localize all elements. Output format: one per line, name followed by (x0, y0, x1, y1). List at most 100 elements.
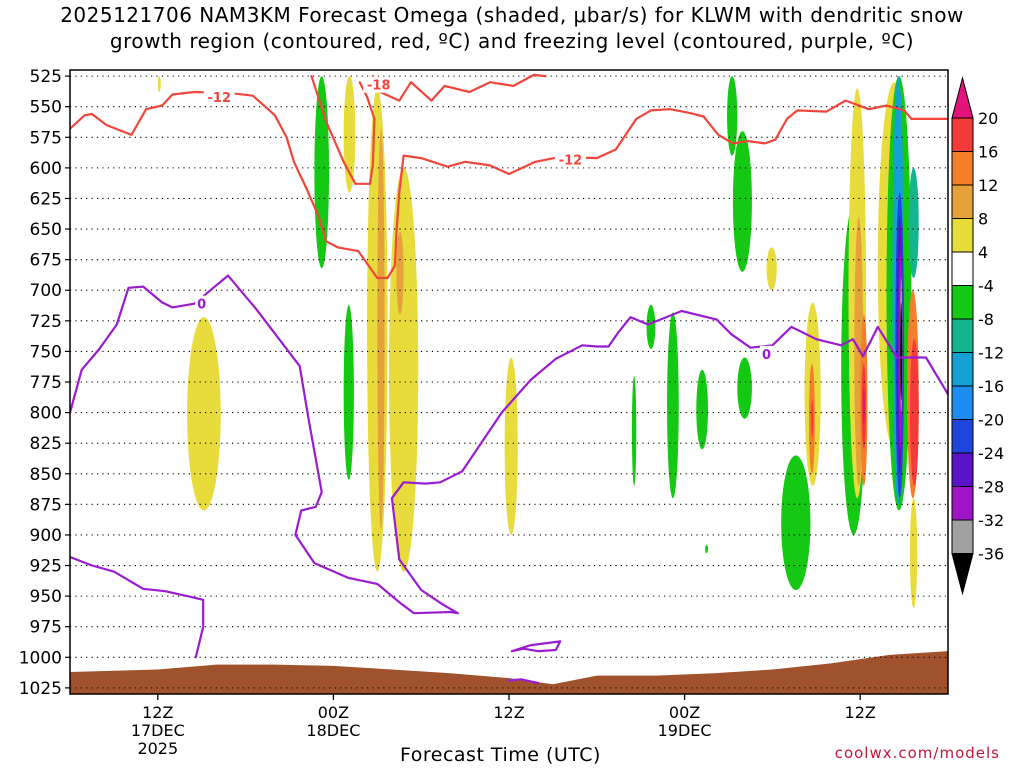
omega-blob-0 (187, 317, 221, 511)
x-tick-label: 19DEC (658, 721, 712, 740)
omega-blob-12 (631, 375, 637, 486)
y-tick-label: 875 (30, 495, 62, 515)
omega-blob-28 (862, 388, 865, 425)
y-tick-label: 825 (30, 434, 62, 454)
chart-title-line-1: 2025121706 NAM3KM Forecast Omega (shaded… (60, 3, 964, 27)
contour-label-bg (554, 151, 586, 168)
colorbar-label: -16 (978, 377, 1004, 396)
omega-blob-39 (908, 167, 919, 278)
omega-blob-13 (696, 369, 709, 450)
colorbar-bin (951, 218, 974, 253)
colorbar-bin (951, 151, 974, 186)
y-tick-label: 725 (30, 312, 62, 332)
y-tick-label: 925 (30, 557, 62, 577)
omega-blob-19 (781, 455, 811, 590)
omega-blob-2 (314, 76, 330, 269)
colorbar-label: -28 (978, 478, 1004, 497)
colorbar-label: 12 (978, 176, 998, 195)
contour-freezing-level-surface-0 (507, 678, 540, 685)
colorbar-label: 16 (978, 143, 998, 162)
omega-blob-7 (396, 231, 404, 315)
omega-blob-1 (157, 76, 161, 93)
omega-blob-14 (705, 544, 709, 554)
colorbar-bin (951, 352, 974, 387)
y-tick-label: 600 (30, 159, 62, 179)
colorbar-bin (951, 117, 974, 152)
omega-blob-10 (667, 312, 679, 499)
colorbar-label: 8 (978, 210, 988, 229)
colorbar-bin (951, 385, 974, 420)
colorbar-bin (951, 452, 974, 487)
colorbar-label: -24 (978, 444, 1004, 463)
x-tick-label: 12Z (845, 703, 876, 722)
omega-blob-36 (900, 302, 903, 401)
x-tick-label: 2025 (137, 739, 178, 758)
omega-blob-22 (811, 400, 814, 438)
colorbar-bin (951, 519, 974, 554)
y-tick-label: 700 (30, 281, 62, 301)
colorbar-label: 20 (978, 109, 998, 128)
colorbar-bottom-arrow (951, 553, 974, 596)
terrain-layer (70, 651, 948, 694)
contour-dendritic-top-minus-18 (371, 73, 547, 102)
colorbar-bin (951, 419, 974, 454)
colorbar-bin (951, 285, 974, 320)
contour-label: 0 (762, 348, 771, 363)
contour-dendritic-hook-minus-12 (310, 74, 376, 185)
pressure-gridlines (70, 75, 948, 689)
omega-blob-3 (343, 76, 356, 193)
y-tick-label: 525 (30, 67, 62, 87)
omega-blob-18 (766, 247, 777, 291)
chart-title-line-2: growth region (contoured, red, ºC) and f… (109, 29, 915, 53)
y-tick-label: 650 (30, 220, 62, 240)
omega-blob-8 (343, 304, 354, 480)
colorbar-bin (951, 251, 974, 286)
y-tick-label: 575 (30, 128, 62, 148)
y-tick-label: 550 (30, 98, 62, 118)
omega-blob-11 (646, 304, 656, 349)
x-tick-label: 18DEC (306, 721, 360, 740)
y-tick-label: 850 (30, 465, 62, 485)
colorbar: 20 16 12 8 4 -4 -8 -12 -16 -20 -24 -28 -32 -36 (951, 76, 1004, 596)
contour-label-bg (760, 345, 774, 362)
source-credit: coolwx.com/models (834, 744, 1000, 762)
omega-blob-17 (737, 357, 752, 419)
colorbar-label: -36 (978, 545, 1004, 564)
colorbar-bin (951, 318, 974, 353)
y-tick-label: 975 (30, 618, 62, 638)
y-tick-label: 625 (30, 189, 62, 209)
x-tick-label: 00Z (318, 703, 349, 722)
y-tick-label: 900 (30, 526, 62, 546)
x-tick-label: 12Z (493, 703, 524, 722)
colorbar-bin (951, 486, 974, 521)
contour-freezing-level-branch-0 (70, 555, 205, 659)
omega-blob-16 (732, 131, 752, 272)
contour-freezing-level-small-loop-0 (510, 640, 562, 653)
omega-blob-6 (389, 167, 419, 572)
contour-label-bg (195, 295, 209, 312)
colorbar-label: 4 (978, 243, 988, 262)
y-tick-label: 1025 (19, 679, 62, 699)
y-tick-label: 950 (30, 587, 62, 607)
y-tick-label: 800 (30, 404, 62, 424)
y-tick-label: 675 (30, 251, 62, 271)
colorbar-label: -4 (978, 277, 994, 296)
omega-shading (157, 76, 919, 609)
y-axis: 525 550 575 600 625 650 675 700 725 750 775 800 825 8… (19, 67, 70, 699)
colorbar-label: -32 (978, 511, 1004, 530)
contour-label: -12 (559, 153, 583, 168)
y-tick-label: 750 (30, 342, 62, 362)
contour-label-bg (203, 88, 235, 105)
contour-label: -12 (208, 91, 232, 106)
contour-label: 0 (197, 298, 206, 313)
y-tick-label: 775 (30, 373, 62, 393)
omega-blob-9 (504, 357, 518, 535)
x-tick-label: 00Z (669, 703, 700, 722)
omega-blob-15 (727, 76, 738, 156)
contour-dendritic-mid-minus-12 (393, 99, 948, 267)
omega-blob-40 (909, 498, 918, 609)
contour-label: -18 (367, 79, 391, 94)
colorbar-label: -20 (978, 411, 1004, 430)
